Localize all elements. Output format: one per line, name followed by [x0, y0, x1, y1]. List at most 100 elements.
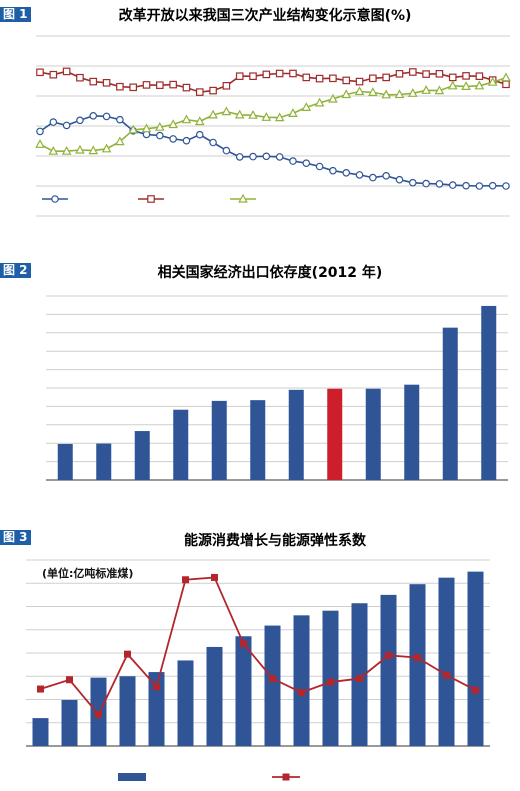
- chart3-bar: [351, 603, 368, 746]
- chart1-point: [474, 80, 485, 90]
- chart1-point: [128, 124, 139, 134]
- chart3-panel: 图 3 能源消费增长与能源弹性系数 (单位:亿吨标准煤): [0, 520, 520, 791]
- chart2-bar: [442, 327, 458, 480]
- chart3-elasticity-point: [298, 689, 305, 697]
- chart1-legend-marker: [51, 195, 59, 203]
- chart3-elasticity-point: [327, 678, 334, 686]
- chart1-point: [355, 171, 364, 179]
- chart1-point: [502, 80, 510, 89]
- chart1-point: [101, 143, 112, 153]
- chart3-badge: 图 3: [0, 530, 31, 545]
- chart1-point: [355, 77, 364, 86]
- chart1-point: [195, 130, 204, 139]
- chart2-bar: [173, 409, 189, 480]
- chart1-point: [262, 152, 271, 161]
- chart1-point: [447, 80, 458, 90]
- chart3-elasticity-point: [472, 686, 479, 694]
- chart1-point: [462, 181, 470, 190]
- chart1-point: [342, 169, 351, 177]
- chart3-bar: [322, 610, 339, 746]
- chart1-point: [407, 88, 418, 97]
- chart1-point: [302, 159, 311, 168]
- chart1-point: [434, 85, 445, 95]
- chart1-point: [487, 76, 498, 86]
- chart1-point: [76, 73, 84, 82]
- chart2-panel: 图 2 相关国家经济出口依存度(2012 年): [0, 258, 520, 520]
- chart1-point: [409, 68, 417, 76]
- chart1-point: [301, 102, 312, 112]
- chart3-legend-line-marker: [282, 773, 290, 781]
- chart1-point: [155, 121, 165, 131]
- chart1-point: [209, 86, 217, 95]
- chart1-point: [381, 89, 391, 99]
- chart1-point: [262, 70, 271, 79]
- chart3-elasticity-point: [66, 676, 73, 684]
- chart1-point: [315, 162, 324, 171]
- chart3-bar: [264, 625, 281, 746]
- chart3-elasticity-point: [240, 640, 247, 648]
- chart1-point: [501, 72, 511, 82]
- chart1-point: [275, 69, 284, 78]
- chart1-point: [49, 70, 58, 79]
- chart3-elasticity-point: [269, 675, 276, 683]
- chart3-svg: 能源消费增长与能源弹性系数 (单位:亿吨标准煤): [26, 532, 490, 781]
- chart3-elasticity-point: [124, 650, 131, 658]
- chart1-point: [249, 72, 257, 81]
- chart1-point: [222, 146, 231, 155]
- chart1-point: [314, 97, 325, 107]
- chart1-point: [35, 139, 45, 148]
- chart3-title: 能源消费增长与能源弹性系数: [184, 532, 367, 549]
- chart1-point: [221, 106, 232, 116]
- chart1-point: [435, 180, 444, 188]
- chart3-bar: [32, 718, 49, 746]
- chart3-bar: [148, 672, 165, 746]
- chart1-point: [48, 145, 59, 155]
- chart1-point: [76, 116, 84, 125]
- chart3-elasticity-line: [40, 576, 476, 717]
- chart1-point: [341, 89, 352, 99]
- chart1-point: [102, 112, 111, 121]
- chart1-point: [475, 182, 484, 190]
- chart1-point: [302, 73, 311, 82]
- chart1-point: [222, 81, 231, 90]
- chart1-point: [288, 108, 298, 118]
- chart1-point: [274, 112, 285, 122]
- chart1-point: [169, 135, 177, 143]
- chart3-unit-note: (单位:亿吨标准煤): [42, 566, 133, 580]
- chart1-point: [395, 175, 404, 184]
- chart2-bar: [288, 389, 304, 480]
- chart3-bar: [61, 699, 78, 746]
- chart1-point: [89, 112, 98, 120]
- chart3-elasticity-point: [414, 654, 421, 662]
- chart2-badge: 图 2: [0, 263, 31, 278]
- chart3-elasticity-point: [356, 675, 363, 683]
- chart1-point: [261, 112, 272, 121]
- chart1-title: 改革开放以来我国三次产业结构变化示意图(%): [119, 7, 412, 24]
- chart1-point: [448, 181, 457, 189]
- chart1-point: [208, 109, 218, 119]
- chart1-point: [369, 173, 377, 182]
- chart1-point: [209, 138, 217, 147]
- chart1-point: [234, 109, 245, 119]
- chart1-badge: 图 1: [0, 7, 31, 22]
- chart3-bar: [438, 577, 455, 746]
- chart3-bar: [206, 646, 223, 746]
- chart1-point: [368, 87, 378, 97]
- chart1-point: [235, 72, 244, 81]
- chart3-bar: [467, 571, 484, 746]
- chart1-point: [275, 153, 284, 161]
- chart1-point: [49, 118, 58, 126]
- chart1-point: [194, 116, 205, 126]
- chart1-point: [181, 114, 192, 124]
- chart3-bar: [177, 660, 194, 746]
- chart1-point: [61, 145, 72, 155]
- chart1-point: [235, 153, 244, 161]
- chart1-point: [382, 73, 390, 82]
- chart3-elasticity-point: [153, 683, 160, 691]
- chart1-svg: 改革开放以来我国三次产业结构变化示意图(%): [35, 7, 511, 217]
- chart2-bar: [96, 443, 112, 480]
- chart1-point: [182, 136, 191, 145]
- chart1-point: [395, 69, 404, 78]
- chart1-point: [195, 88, 204, 96]
- chart3-elasticity-point: [443, 671, 450, 679]
